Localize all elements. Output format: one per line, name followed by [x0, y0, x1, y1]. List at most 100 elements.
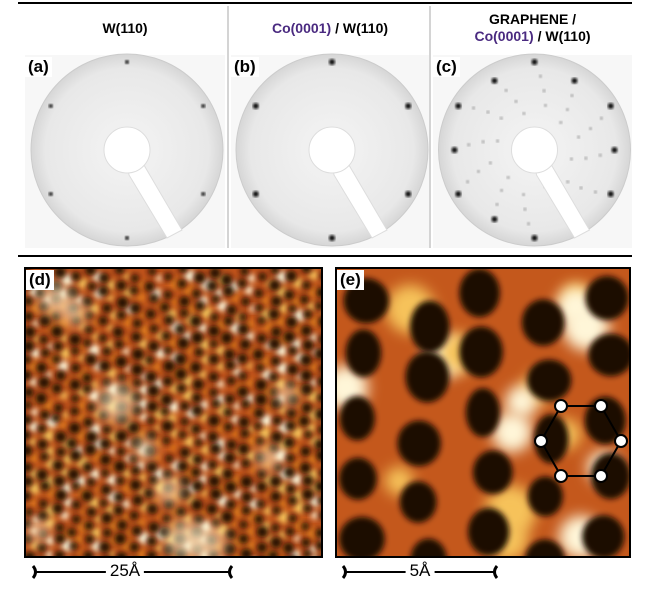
stm-bright [217, 381, 224, 388]
stm-dark [286, 484, 296, 494]
stm-bright [233, 462, 239, 468]
stm-dark [253, 349, 264, 360]
stm-bright [230, 341, 237, 348]
stm-bright [154, 454, 161, 461]
stm-dark [192, 393, 202, 403]
stm-dark [241, 399, 250, 408]
stm-bright [309, 270, 319, 280]
stm-dark [286, 316, 298, 328]
stm-bright [327, 519, 333, 525]
stm-dark [71, 347, 79, 355]
stm-dark [83, 339, 91, 347]
stm-bright [294, 563, 303, 572]
stm-dark [40, 481, 50, 491]
stm-dark [237, 353, 247, 363]
stm-dark [40, 452, 49, 461]
stm-bright [140, 413, 148, 421]
stm-dark [53, 460, 64, 471]
stm-bright [152, 363, 161, 372]
stm-dark [207, 281, 218, 292]
stm-dark [209, 267, 220, 278]
stm-bright [79, 355, 86, 362]
stm-dark [56, 447, 65, 456]
stm-bright [326, 342, 334, 350]
leed-spot [570, 158, 573, 161]
stm-bright [202, 388, 209, 395]
stm-dark [175, 368, 187, 380]
stm-bright [60, 335, 67, 342]
stm-dark [239, 313, 247, 321]
stm-bright [326, 324, 335, 333]
leed-spot [329, 235, 335, 241]
stm-dark [130, 303, 141, 314]
stm-dark [315, 439, 326, 450]
stm-bright [91, 558, 100, 567]
stm-dark [98, 286, 109, 297]
stm-bright [46, 537, 54, 545]
stm-bright [232, 431, 239, 438]
leed-spot [522, 193, 525, 196]
stm-dark [147, 401, 158, 412]
stm-dark [87, 478, 96, 487]
stm-bright [45, 372, 51, 378]
stm-dark [116, 280, 126, 290]
stm-dark [55, 533, 66, 544]
stm-bright [235, 567, 242, 574]
stm-dark [284, 290, 294, 300]
stm-dark [288, 496, 297, 505]
stm-dark [224, 349, 235, 360]
stm-dark [71, 272, 81, 282]
stm-dark [179, 296, 190, 307]
stm-dark [72, 482, 81, 491]
stm-bright [249, 305, 255, 311]
panel-label: (e) [337, 270, 364, 290]
stm-dark [117, 520, 128, 531]
leed-spot [466, 180, 469, 183]
stm-dark [191, 499, 203, 511]
stm-bright [264, 507, 272, 515]
stm-dark [272, 416, 281, 425]
stm-dark [588, 334, 633, 377]
stm-dark [147, 385, 159, 397]
stm-bright [95, 515, 102, 522]
stm-bright [294, 535, 300, 541]
stm-dark [208, 432, 218, 442]
stm-image [324, 268, 634, 583]
stm-bright [125, 440, 132, 447]
stm-bright [164, 520, 203, 559]
stm-bright [29, 499, 37, 507]
stm-bright [93, 319, 100, 326]
stm-bright [324, 432, 334, 442]
stm-bright [156, 477, 183, 504]
stm-dark [118, 374, 126, 382]
stm-dark [316, 540, 326, 550]
stm-bright [170, 429, 178, 437]
stm-dark [318, 316, 330, 328]
stm-bright [107, 475, 117, 485]
leed-images [25, 54, 632, 248]
leed-spot [405, 191, 411, 197]
leed-spot [539, 75, 542, 78]
stm-dark [85, 264, 96, 275]
stm-bright [139, 312, 146, 319]
stm-dark [288, 514, 296, 522]
leed-spot [201, 192, 205, 196]
stm-dark [162, 421, 173, 432]
stm-dark [98, 316, 108, 326]
stm-dark [72, 500, 81, 509]
stm-bright [324, 489, 332, 497]
stm-dark [225, 481, 237, 493]
stm-bright [257, 446, 281, 470]
leed-spot [486, 111, 489, 114]
stm-dark [113, 327, 124, 338]
stm-dark [160, 302, 170, 312]
stm-bright [246, 379, 255, 388]
leed-spot [594, 191, 597, 194]
stm-dark [254, 408, 265, 419]
stm-dark [163, 558, 174, 569]
stm-dark [37, 543, 46, 552]
stm-dark [302, 489, 314, 501]
stm-bright [168, 338, 178, 348]
stm-dark [301, 403, 311, 413]
stm-dark [284, 437, 295, 448]
